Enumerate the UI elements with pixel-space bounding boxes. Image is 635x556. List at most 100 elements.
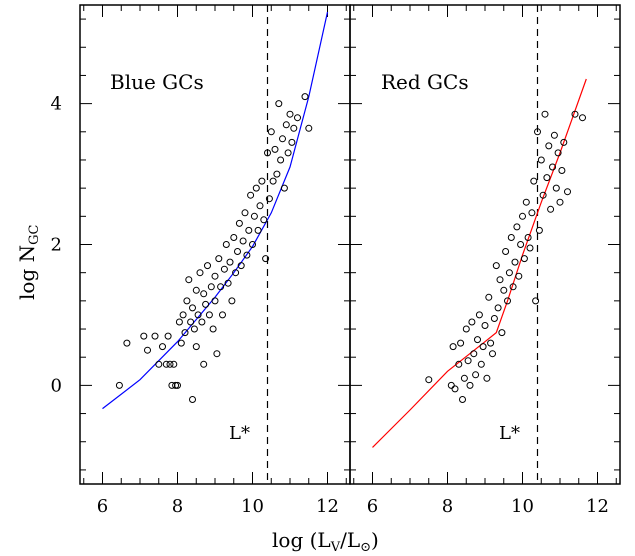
x-tick-label: 6 <box>97 496 108 517</box>
data-point <box>211 272 219 280</box>
data-point <box>524 234 532 241</box>
x-tick-label: 8 <box>442 496 453 517</box>
lstar-label-blue: L* <box>229 423 250 444</box>
data-point <box>220 265 228 273</box>
data-point <box>550 131 558 139</box>
panel-title-red: Red GCs <box>381 70 469 94</box>
data-point <box>485 293 493 301</box>
data-point <box>277 156 285 164</box>
data-point <box>217 283 225 291</box>
data-point <box>155 360 163 368</box>
data-point <box>245 226 253 234</box>
x-tick-label: 12 <box>586 496 609 517</box>
data-point <box>305 124 313 132</box>
data-point <box>162 360 170 368</box>
y-tick-label: 4 <box>51 94 62 115</box>
data-point <box>247 191 255 199</box>
data-point <box>235 219 243 227</box>
data-point <box>498 329 506 337</box>
y-axis-label-sub: GC <box>27 225 42 245</box>
data-point <box>479 343 487 351</box>
data-point <box>460 374 468 382</box>
data-point <box>502 248 510 255</box>
data-point <box>455 360 463 368</box>
data-point <box>234 248 241 255</box>
data-point <box>483 374 491 382</box>
data-point <box>175 318 183 326</box>
y-tick-label: 2 <box>51 235 62 256</box>
data-point <box>541 110 549 118</box>
data-point <box>487 339 495 347</box>
data-point <box>532 297 540 305</box>
y-axis-label: log NGC <box>15 225 42 300</box>
x-tick-label: 8 <box>172 496 183 517</box>
data-point <box>474 336 481 344</box>
data-point <box>552 184 560 192</box>
data-point <box>174 381 181 389</box>
data-point <box>207 283 215 291</box>
data-point <box>196 269 204 277</box>
data-point <box>505 269 513 277</box>
data-point <box>290 124 298 132</box>
data-point <box>560 138 568 146</box>
data-point <box>269 177 277 185</box>
data-point <box>475 311 483 319</box>
data-point <box>547 205 555 213</box>
panel-red: 6 8 10 12 <box>349 4 621 517</box>
data-point <box>579 114 586 122</box>
data-point <box>194 311 202 319</box>
data-point <box>123 339 131 347</box>
data-point <box>286 110 294 118</box>
x-tick-label: 6 <box>367 496 378 517</box>
data-point <box>534 128 541 136</box>
data-point <box>213 350 221 358</box>
data-point <box>202 300 210 308</box>
data-point <box>490 315 498 322</box>
data-point <box>459 396 466 403</box>
data-point <box>457 339 465 347</box>
data-point <box>189 396 196 403</box>
data-point <box>543 174 551 182</box>
data-point <box>144 346 151 354</box>
data-point <box>250 212 258 220</box>
data-point <box>181 329 189 337</box>
x-tick-label: 12 <box>316 496 339 517</box>
data-point <box>262 255 270 263</box>
data-point <box>228 297 236 305</box>
data-point <box>187 318 195 326</box>
data-point <box>205 311 213 319</box>
data-point <box>185 276 193 284</box>
data-point <box>509 283 517 291</box>
data-point <box>284 149 292 157</box>
x-tick-label: 10 <box>241 496 264 517</box>
data-point <box>241 209 249 217</box>
data-point <box>545 142 553 150</box>
data-point <box>237 262 245 270</box>
data-point <box>451 385 459 393</box>
data-point <box>462 325 470 333</box>
data-point <box>224 279 232 287</box>
data-point <box>273 170 281 178</box>
data-point <box>470 350 478 358</box>
data-point <box>481 322 489 329</box>
data-point <box>449 343 457 351</box>
data-point <box>222 241 230 248</box>
data-point <box>517 241 525 248</box>
panel-title-blue: Blue GCs <box>110 70 204 94</box>
data-point <box>554 149 562 157</box>
data-point <box>515 272 523 280</box>
data-point <box>466 381 474 389</box>
x-tick-label: 10 <box>511 496 534 517</box>
data-point <box>177 339 185 347</box>
data-point <box>280 184 288 192</box>
y-tick-label: 0 <box>51 375 62 396</box>
data-point <box>530 177 538 185</box>
data-point <box>115 381 123 389</box>
data-point <box>192 286 200 294</box>
data-point <box>226 258 234 266</box>
data-point <box>537 156 545 164</box>
data-point <box>539 191 547 199</box>
y-axis-label-main: log N <box>15 245 39 300</box>
data-point <box>535 226 543 234</box>
